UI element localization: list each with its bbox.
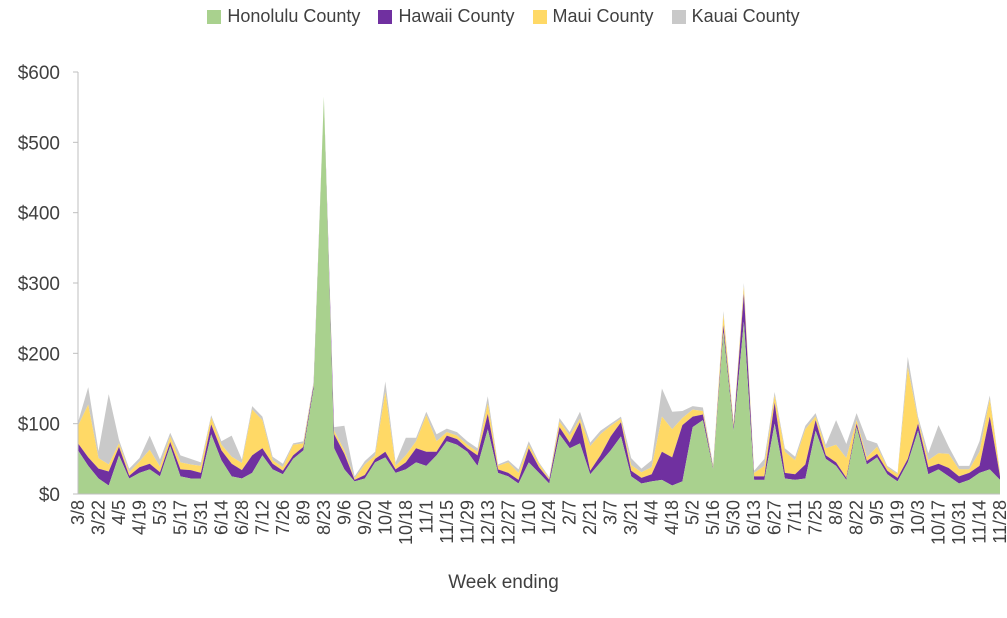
x-tick-label: 5/3 xyxy=(150,500,170,525)
y-tick-label: $300 xyxy=(18,274,60,295)
x-tick-label: 11/15 xyxy=(437,500,457,544)
x-tick-label: 3/8 xyxy=(68,500,88,525)
legend-swatch-maui xyxy=(532,9,547,24)
x-tick-label: 1/10 xyxy=(519,500,539,535)
x-tick-label: 10/31 xyxy=(949,500,969,545)
x-tick-label: 2/7 xyxy=(560,500,580,525)
x-tick-label: 4/5 xyxy=(109,500,129,525)
legend-item-maui: Maui County xyxy=(532,6,654,27)
x-tick-label: 10/17 xyxy=(929,500,949,545)
x-tick-label: 11/28 xyxy=(990,500,1007,544)
legend-item-honolulu: Honolulu County xyxy=(207,6,360,27)
legend-item-kauai: Kauai County xyxy=(671,6,800,27)
x-tick-label: 11/1 xyxy=(416,500,436,534)
legend-label-maui: Maui County xyxy=(552,6,654,26)
x-tick-label: 5/31 xyxy=(191,500,211,535)
y-tick-label: $400 xyxy=(18,204,60,225)
x-tick-label: 9/20 xyxy=(355,500,375,535)
legend-swatch-hawaii xyxy=(378,9,393,24)
x-tick-label: 5/30 xyxy=(724,500,744,535)
x-tick-label: 7/11 xyxy=(785,500,805,534)
x-tick-label: 12/13 xyxy=(478,500,498,545)
x-tick-label: 12/27 xyxy=(498,500,518,545)
x-tick-label: 9/19 xyxy=(888,500,908,535)
legend-label-kauai: Kauai County xyxy=(691,6,800,26)
y-tick-label: $500 xyxy=(18,133,60,154)
x-tick-label: 3/22 xyxy=(88,500,108,535)
y-tick-label: $200 xyxy=(18,344,60,365)
x-tick-label: 8/9 xyxy=(293,500,313,525)
x-axis-title: Week ending xyxy=(448,572,559,593)
legend-item-hawaii: Hawaii County xyxy=(378,6,515,27)
x-tick-label: 9/5 xyxy=(867,500,887,525)
y-tick-label: $0 xyxy=(39,485,60,506)
x-tick-label: 5/2 xyxy=(683,500,703,525)
x-tick-label: 8/23 xyxy=(314,500,334,535)
x-tick-label: 7/25 xyxy=(806,500,826,535)
legend-swatch-honolulu xyxy=(207,9,222,24)
x-tick-label: 10/3 xyxy=(908,500,928,535)
legend: Honolulu County Hawaii County Maui Count… xyxy=(0,6,1007,27)
x-tick-label: 11/29 xyxy=(457,500,477,544)
legend-swatch-kauai xyxy=(671,9,686,24)
x-tick-label: 10/4 xyxy=(375,500,395,535)
series-area-maui-county xyxy=(78,96,1000,480)
x-tick-label: 8/22 xyxy=(847,500,867,535)
x-tick-label: 5/16 xyxy=(703,500,723,535)
x-tick-label: 7/12 xyxy=(252,500,272,535)
series-area-kauai-county xyxy=(78,96,1000,479)
x-tick-label: 6/13 xyxy=(744,500,764,535)
x-tick-label: 4/18 xyxy=(662,500,682,535)
x-tick-label: 3/21 xyxy=(621,500,641,535)
x-tick-label: 1/24 xyxy=(539,500,559,535)
x-tick-label: 11/14 xyxy=(970,500,990,544)
x-tick-label: 5/17 xyxy=(170,500,190,535)
legend-label-honolulu: Honolulu County xyxy=(227,6,361,26)
legend-label-hawaii: Hawaii County xyxy=(398,6,515,26)
x-tick-label: 4/4 xyxy=(642,500,662,525)
x-tick-label: 8/8 xyxy=(826,500,846,525)
x-tick-label: 6/27 xyxy=(765,500,785,535)
x-tick-label: 4/19 xyxy=(129,500,149,535)
y-tick-label: $600 xyxy=(18,63,60,84)
x-tick-label: 2/21 xyxy=(580,500,600,535)
x-tick-label: 7/26 xyxy=(273,500,293,535)
x-tick-label: 6/28 xyxy=(232,500,252,535)
x-tick-label: 9/6 xyxy=(334,500,354,525)
x-tick-label: 10/18 xyxy=(396,500,416,545)
y-tick-label: $100 xyxy=(18,415,60,436)
x-tick-label: 3/7 xyxy=(601,500,621,525)
series-area-honolulu-county xyxy=(78,96,1000,495)
x-tick-label: 6/14 xyxy=(211,500,231,535)
